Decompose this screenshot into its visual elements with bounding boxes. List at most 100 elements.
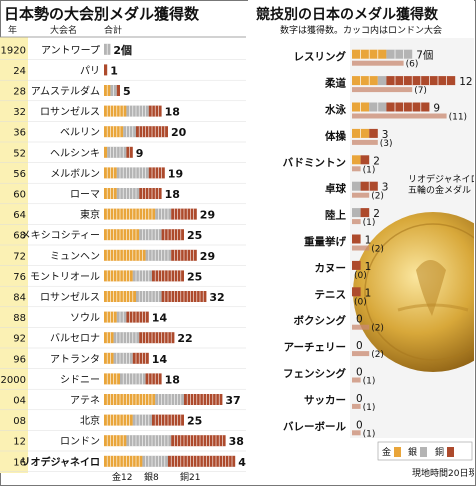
bar-bronze xyxy=(369,128,378,138)
bar-bronze xyxy=(360,208,370,218)
london-bar xyxy=(352,87,413,93)
london-label: (7) xyxy=(414,86,427,96)
as-of-note: 現地時間20日現在 xyxy=(412,467,474,479)
sport-label: 水泳 xyxy=(324,103,346,116)
legend-gold-swatch xyxy=(394,447,401,457)
year-label: 68 xyxy=(13,231,26,242)
london-bar xyxy=(352,113,447,119)
year-label: 04 xyxy=(13,396,26,407)
games-label: メキシコシティー xyxy=(21,231,100,242)
sport-label: カヌー xyxy=(315,262,347,274)
year-label: 1920 xyxy=(1,45,26,56)
london-bar xyxy=(352,430,361,436)
total-label: 2個 xyxy=(113,43,132,57)
london-bar xyxy=(352,139,378,145)
bar-bronze xyxy=(360,155,370,165)
games-label: 東京 xyxy=(80,208,100,221)
bar-gold xyxy=(104,146,108,158)
london-label: (3) xyxy=(380,139,393,149)
london-label: (2) xyxy=(371,245,384,255)
london-bar xyxy=(352,219,361,225)
london-label: (2) xyxy=(371,350,384,360)
bar-bronze xyxy=(132,352,149,364)
sport-label: 陸上 xyxy=(325,209,346,222)
legend-gold-label: 金 xyxy=(382,446,391,458)
year-label: 28 xyxy=(13,87,26,98)
legend: 金 銀 銅 xyxy=(377,441,473,461)
games-label: モントリオール xyxy=(30,271,100,283)
bar-gold xyxy=(352,76,378,86)
legend-silver-label: 銀 xyxy=(408,446,417,458)
bar-bronze xyxy=(116,85,120,96)
games-label: パリ xyxy=(80,65,100,77)
bar-gold xyxy=(104,229,140,241)
bar-silver xyxy=(377,76,387,86)
bar-gold xyxy=(104,105,127,117)
games-label: アムステルダム xyxy=(31,85,100,98)
london-label: (1) xyxy=(363,403,376,413)
london-label: (1) xyxy=(363,377,376,387)
bar-gold xyxy=(104,352,114,364)
sport-total-label: 3 xyxy=(382,129,389,141)
games-label: 北京 xyxy=(80,414,100,427)
year-label: 60 xyxy=(13,190,26,201)
year-label: 96 xyxy=(13,354,26,365)
total-label: 25 xyxy=(187,229,202,242)
sport-label: バレーボール xyxy=(283,420,346,433)
total-label: 9 xyxy=(136,147,144,160)
legend-silver-swatch xyxy=(420,447,427,457)
sum-silver: 銀8 xyxy=(144,471,159,483)
sport-total-label: 2 xyxy=(373,155,380,167)
bar-gold xyxy=(104,414,133,426)
year-label: 56 xyxy=(13,169,26,180)
sum-gold: 金12 xyxy=(112,471,132,483)
bar-silver xyxy=(155,394,184,405)
sport-total-label: 1 xyxy=(365,235,372,247)
games-label: ソウル xyxy=(70,312,100,324)
games-label: ベルリン xyxy=(60,127,100,139)
total-label: 18 xyxy=(165,188,180,201)
games-label: メルボルン xyxy=(50,168,100,180)
bar-bronze xyxy=(352,287,361,297)
total-label: 1 xyxy=(110,64,118,77)
header-games: 大会名 xyxy=(50,24,77,36)
games-label: リオデジャネイロ xyxy=(21,455,101,468)
year-label: 88 xyxy=(13,313,26,324)
london-bar xyxy=(352,192,370,198)
london-label: (0) xyxy=(354,297,367,307)
sum-bronze: 銅21 xyxy=(180,471,200,483)
london-label: (2) xyxy=(371,192,384,202)
london-bar xyxy=(352,60,404,66)
medals-by-sport-chart: 競技別の日本のメダル獲得数 数字は獲得数。カッコ内はロンドン大会 リオデジャネイ… xyxy=(248,0,474,484)
sport-total-label: 7個 xyxy=(416,49,433,62)
bar-silver xyxy=(352,181,361,191)
total-label: 37 xyxy=(225,394,240,407)
sport-label: バドミントン xyxy=(283,157,346,169)
sport-total-label: 0 xyxy=(356,419,363,431)
games-label: アトランタ xyxy=(50,353,100,365)
left-title: 日本勢の大会別メダル獲得数 xyxy=(4,5,200,23)
sport-label: フェンシング xyxy=(283,367,346,380)
medal-caption-line1: リオデジャネイロ xyxy=(408,173,474,185)
london-label: (0) xyxy=(354,271,367,281)
games-label: ヘルシンキ xyxy=(50,148,100,159)
london-bar xyxy=(352,245,370,251)
bar-gold xyxy=(104,249,146,261)
total-label: 19 xyxy=(168,167,183,180)
bar-gold xyxy=(104,270,133,282)
games-label: ロサンゼルス xyxy=(40,292,100,304)
total-label: 32 xyxy=(209,291,224,304)
year-label: 72 xyxy=(13,251,26,262)
year-label: 76 xyxy=(13,272,26,283)
total-label: 18 xyxy=(165,106,180,119)
sport-total-label: 0 xyxy=(356,393,363,405)
games-label: ローマ xyxy=(70,190,100,201)
sport-total-label: 12 xyxy=(459,76,472,88)
bar-bronze xyxy=(168,455,236,467)
bar-silver xyxy=(352,208,361,218)
sport-label: アーチェリー xyxy=(284,342,346,354)
year-label: 16 xyxy=(13,457,26,468)
year-label: 52 xyxy=(13,148,26,159)
bar-silver xyxy=(139,229,162,241)
london-label: (1) xyxy=(363,218,376,228)
